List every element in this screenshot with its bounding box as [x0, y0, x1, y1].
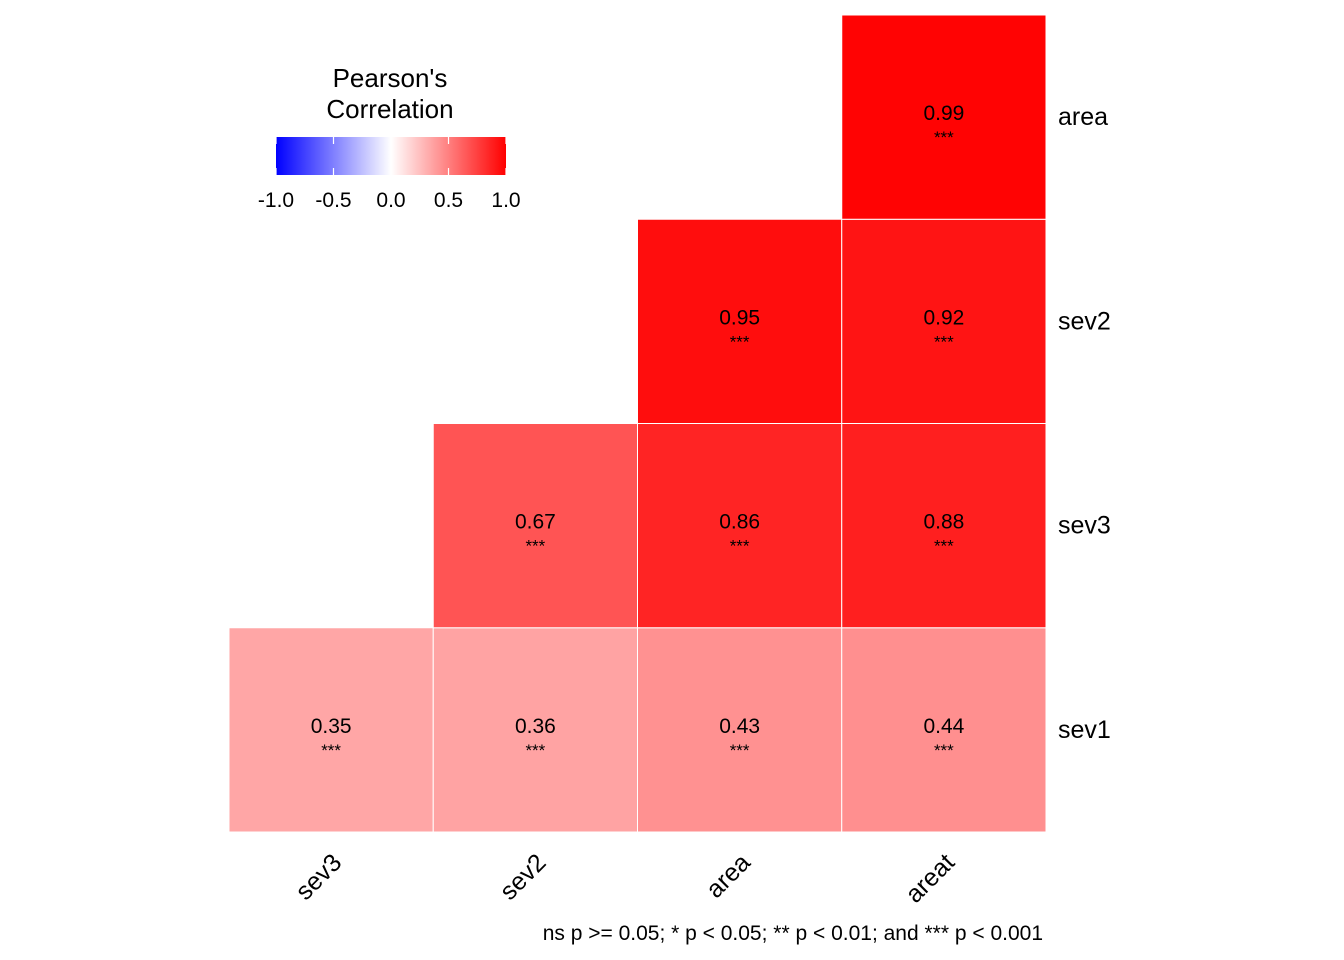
y-tick-label: sev2	[1058, 307, 1111, 335]
cell-value-label: 0.88	[923, 511, 964, 534]
heatmap-cell: 0.86 ***	[637, 423, 843, 629]
heatmap-cell: 0.43 ***	[637, 627, 843, 833]
cell-value-label: 0.99	[923, 102, 964, 125]
heatmap-cell: 0.95 ***	[637, 218, 843, 424]
cell-significance-label: ***	[321, 741, 341, 760]
cell-rect	[637, 627, 843, 833]
cell-value-label: 0.44	[923, 715, 964, 738]
legend-tick-label: -1.0	[258, 189, 294, 212]
y-axis: sev1 sev3 sev2 area	[1058, 103, 1111, 744]
x-tick-label: areat	[900, 848, 960, 908]
cell-value-label: 0.67	[515, 511, 556, 534]
legend-ticks: -1.0 -0.5 0.0 0.5 1.0	[258, 137, 521, 212]
cell-significance-label: ***	[525, 537, 545, 556]
cell-significance-label: ***	[934, 741, 954, 760]
legend-tick-label: 1.0	[491, 189, 520, 212]
cell-rect	[841, 218, 1047, 424]
cell-value-label: 0.43	[719, 715, 760, 738]
x-tick-label: area	[701, 848, 756, 903]
heatmap-cell: 0.36 ***	[432, 627, 638, 833]
legend-tick-label: -0.5	[315, 189, 351, 212]
y-tick-label: sev1	[1058, 716, 1111, 744]
cell-rect	[432, 423, 638, 629]
cell-rect	[841, 14, 1047, 220]
cell-significance-label: ***	[730, 741, 750, 760]
x-tick-label: sev3	[290, 848, 347, 905]
cell-rect	[841, 423, 1047, 629]
legend-tick-label: 0.0	[376, 189, 405, 212]
heatmap-cells: 0.35 *** 0.36 *** 0.43 *** 0.44 *** 0.67 *** 0.86 *…	[228, 14, 1047, 833]
heatmap-cell: 0.88 ***	[841, 423, 1047, 629]
y-tick-label: area	[1058, 103, 1108, 131]
cell-significance-label: ***	[525, 741, 545, 760]
cell-value-label: 0.95	[719, 306, 760, 329]
cell-rect	[637, 218, 843, 424]
heatmap-cell: 0.99 ***	[841, 14, 1047, 220]
legend-title-line2: Correlation	[326, 94, 453, 124]
heatmap-cell: 0.35 ***	[228, 627, 434, 833]
cell-value-label: 0.35	[311, 715, 352, 738]
cell-significance-label: ***	[934, 128, 954, 147]
cell-significance-label: ***	[934, 332, 954, 351]
y-tick-label: sev3	[1058, 512, 1111, 540]
heatmap-cell: 0.44 ***	[841, 627, 1047, 833]
heatmap-cell: 0.92 ***	[841, 218, 1047, 424]
cell-value-label: 0.86	[719, 511, 760, 534]
significance-caption: ns p >= 0.05; * p < 0.05; ** p < 0.01; a…	[543, 922, 1043, 945]
x-tick-label: sev2	[494, 848, 551, 905]
cell-significance-label: ***	[730, 332, 750, 351]
cell-rect	[432, 627, 638, 833]
cell-rect	[841, 627, 1047, 833]
legend-title-line1: Pearson's	[333, 63, 448, 93]
x-axis: sev3 sev2 area areat	[290, 848, 960, 908]
legend: Pearson's Correlation -1.0 -0.5 0.0 0.5 1.0	[258, 63, 521, 212]
cell-rect	[637, 423, 843, 629]
cell-significance-label: ***	[934, 537, 954, 556]
cell-significance-label: ***	[730, 537, 750, 556]
cell-value-label: 0.92	[923, 306, 964, 329]
heatmap-cell: 0.67 ***	[432, 423, 638, 629]
legend-tick-label: 0.5	[434, 189, 463, 212]
cell-rect	[228, 627, 434, 833]
cell-value-label: 0.36	[515, 715, 556, 738]
